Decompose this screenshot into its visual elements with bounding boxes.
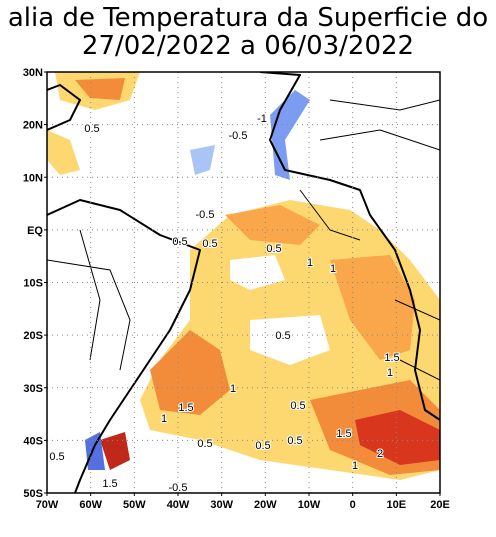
lat-label: 20S (23, 330, 43, 342)
coast-north (47, 84, 81, 131)
lat-label: 20N (23, 120, 43, 132)
contour-label: 1 (387, 367, 393, 379)
lon-label: 50W (123, 499, 146, 511)
anomaly-neg (85, 432, 105, 470)
contour-label: 1 (352, 460, 358, 472)
lon-label: 10W (298, 499, 321, 511)
contour-label: -0.5 (229, 130, 248, 142)
contour-label: 1 (307, 257, 313, 269)
lat-label: 40S (23, 435, 43, 447)
contour-label: 1 (330, 263, 336, 275)
lon-label: 40W (167, 499, 190, 511)
contour-label: 0.5 (197, 438, 212, 450)
coast-south-america (47, 199, 201, 493)
contour-label: 0.5 (287, 435, 302, 447)
anomaly-2 (355, 410, 440, 465)
contour-label: 1 (161, 413, 167, 425)
contour-label: -0.5 (169, 482, 188, 494)
anomaly-2 (100, 432, 130, 470)
lat-label: 10N (23, 172, 43, 184)
contour-label: 2 (377, 448, 383, 460)
lon-label: 0 (350, 499, 356, 511)
anomaly-15 (150, 330, 230, 415)
lon-label: 30W (210, 499, 233, 511)
title-line1: alia de Temperatura da Superficie do (8, 3, 488, 33)
contour-label: 0.5 (275, 330, 290, 342)
coast-africa (259, 72, 440, 421)
lon-label: 20W (254, 499, 277, 511)
anomaly-05 (47, 130, 80, 175)
contour-label: 1.5 (384, 352, 399, 364)
contour-label: 0.5 (202, 238, 217, 250)
lon-label: 20E (430, 499, 450, 511)
graticule (47, 72, 440, 493)
lat-label: 10S (23, 278, 43, 290)
lat-label: 30S (23, 383, 43, 395)
anomaly-1 (75, 78, 125, 100)
lat-label: EQ (27, 225, 43, 237)
contour-label: 1.5 (178, 402, 193, 414)
lon-label: 70W (36, 499, 59, 511)
contour-label: 1.5 (102, 478, 117, 490)
country-borders (47, 99, 440, 381)
lat-label: 50S (23, 488, 43, 500)
lon-label: 60W (79, 499, 102, 511)
anomaly-1 (330, 255, 415, 360)
contour-label: 0.5 (266, 243, 281, 255)
contour-label: 0.5 (255, 440, 270, 452)
lon-label: 10E (387, 499, 407, 511)
contour-label: 1 (230, 383, 236, 395)
contour-label: 0.5 (172, 236, 187, 248)
lat-label: 30N (23, 67, 43, 79)
contour-label: 0.5 (84, 123, 99, 135)
contour-label: -0.5 (196, 209, 215, 221)
contour-label: 1.5 (336, 428, 351, 440)
contour-label: 0.5 (290, 400, 305, 412)
title-line2: 27/02/2022 a 06/03/2022 (82, 31, 414, 61)
contour-label: -1 (257, 113, 267, 125)
anomaly-neg (190, 145, 215, 175)
anomaly-1 (225, 205, 320, 245)
map-area (47, 72, 440, 493)
contour-label: 0.5 (49, 451, 64, 463)
